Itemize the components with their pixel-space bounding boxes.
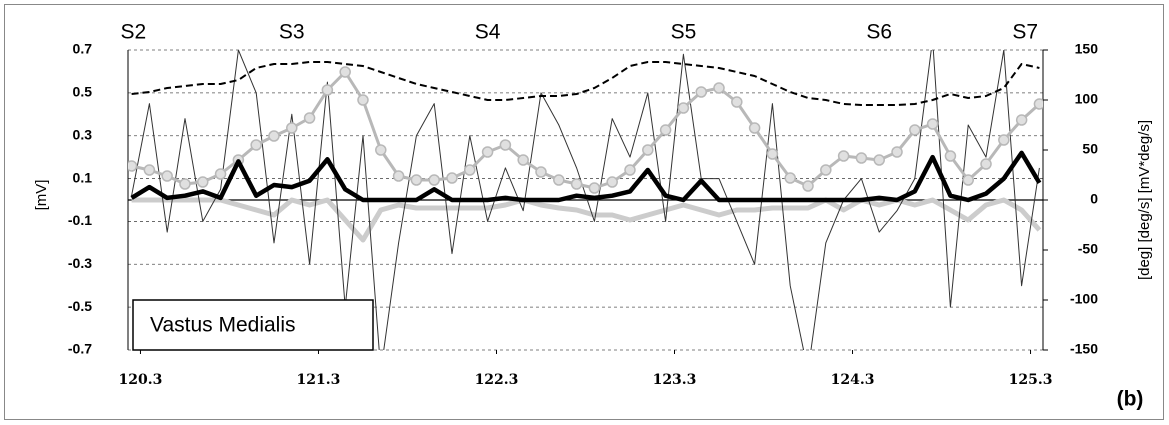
series-marker: [748, 122, 761, 134]
series-marker: [1015, 114, 1028, 126]
series-marker: [766, 148, 779, 160]
series-marker: [250, 139, 262, 151]
y-tick-label: 0.3: [73, 126, 93, 142]
y2-tick-label: 100: [1075, 91, 1099, 107]
series-marker: [161, 170, 173, 182]
x-tick-label: 121.3: [297, 372, 341, 388]
y2-tick-label: 150: [1075, 41, 1099, 57]
frame: [4, 4, 1164, 420]
y-tick-label: 0.1: [73, 169, 93, 185]
series-marker: [214, 168, 227, 180]
x-tick-label: 123.3: [653, 372, 697, 388]
series-marker: [464, 164, 476, 176]
series-marker: [784, 172, 796, 184]
series-marker: [517, 154, 529, 166]
series-marker: [909, 124, 921, 136]
series-marker: [855, 152, 868, 164]
label-box: [132, 299, 374, 351]
series-marker: [606, 176, 618, 188]
series-marker: [339, 66, 351, 78]
x-tick-label: 120.3: [119, 372, 163, 388]
series-marker: [998, 134, 1010, 146]
plot-area: [128, 50, 1043, 350]
series-marker: [375, 144, 387, 156]
x-tick-label: 124.3: [831, 372, 875, 388]
series-marker: [713, 82, 725, 94]
segment-label: S4: [475, 21, 501, 44]
series-marker: [962, 174, 974, 186]
series-marker: [837, 150, 850, 162]
series-marker: [659, 124, 672, 136]
x-tick-label: 125.3: [1009, 372, 1053, 388]
series-marker: [891, 146, 903, 158]
series-marker: [392, 170, 405, 182]
series-marker: [553, 174, 565, 186]
y-tick-label: 0.5: [73, 84, 93, 100]
label-box-text: Vastus Medialis: [150, 314, 296, 337]
series-marker: [570, 178, 583, 190]
series-line: [131, 197, 1042, 243]
y2-axis-label: [deg] [deg/s] [mV*deg/s]: [1136, 120, 1153, 280]
segment-label: S3: [279, 21, 305, 44]
y-tick-label: -0.7: [68, 341, 92, 357]
series-marker: [926, 118, 939, 130]
series-marker: [1033, 98, 1043, 110]
series-marker: [820, 164, 832, 176]
series-marker: [731, 96, 743, 108]
series-line: [131, 61, 1040, 106]
series-marker: [197, 176, 209, 188]
y2-tick-label: 0: [1090, 191, 1098, 207]
series-marker: [588, 182, 601, 194]
series-marker: [873, 154, 885, 166]
series-marker: [303, 112, 316, 124]
y-tick-label: 0.7: [73, 41, 93, 57]
series-marker: [357, 94, 369, 106]
series-marker: [446, 172, 458, 184]
series-marker: [695, 86, 707, 98]
series-marker: [128, 160, 138, 172]
series-marker: [944, 150, 957, 162]
segment-label: S2: [120, 21, 146, 44]
segment-label: S7: [1012, 21, 1038, 44]
series-marker: [268, 130, 280, 142]
series-marker: [677, 102, 690, 114]
series-marker: [481, 146, 494, 158]
segment-label: S6: [866, 21, 892, 44]
series-marker: [143, 164, 156, 176]
y-tick-label: -0.3: [68, 255, 92, 271]
series-marker: [642, 144, 654, 156]
panel-label: (b): [1117, 388, 1144, 411]
x-tick-label: 122.3: [475, 372, 519, 388]
y2-tick-label: 50: [1082, 141, 1098, 157]
y2-tick-label: -100: [1070, 291, 1098, 307]
series-line: [131, 70, 1041, 190]
y-axis-label: [mV]: [33, 180, 50, 211]
series-marker: [321, 84, 334, 96]
series-marker: [980, 158, 992, 170]
series-marker: [179, 178, 191, 190]
y-tick-label: -0.5: [68, 298, 92, 314]
series-marker: [535, 166, 547, 178]
series-marker: [624, 164, 636, 176]
y2-tick-label: -150: [1070, 341, 1098, 357]
segment-label: S5: [671, 21, 697, 44]
y2-tick-label: -50: [1078, 241, 1098, 257]
series-marker: [428, 174, 440, 186]
series-marker: [286, 122, 298, 134]
series-line: [130, 150, 1042, 203]
series-marker: [410, 174, 423, 186]
series-marker: [802, 180, 814, 192]
y-tick-label: -0.1: [68, 212, 92, 228]
series-marker: [499, 139, 512, 151]
